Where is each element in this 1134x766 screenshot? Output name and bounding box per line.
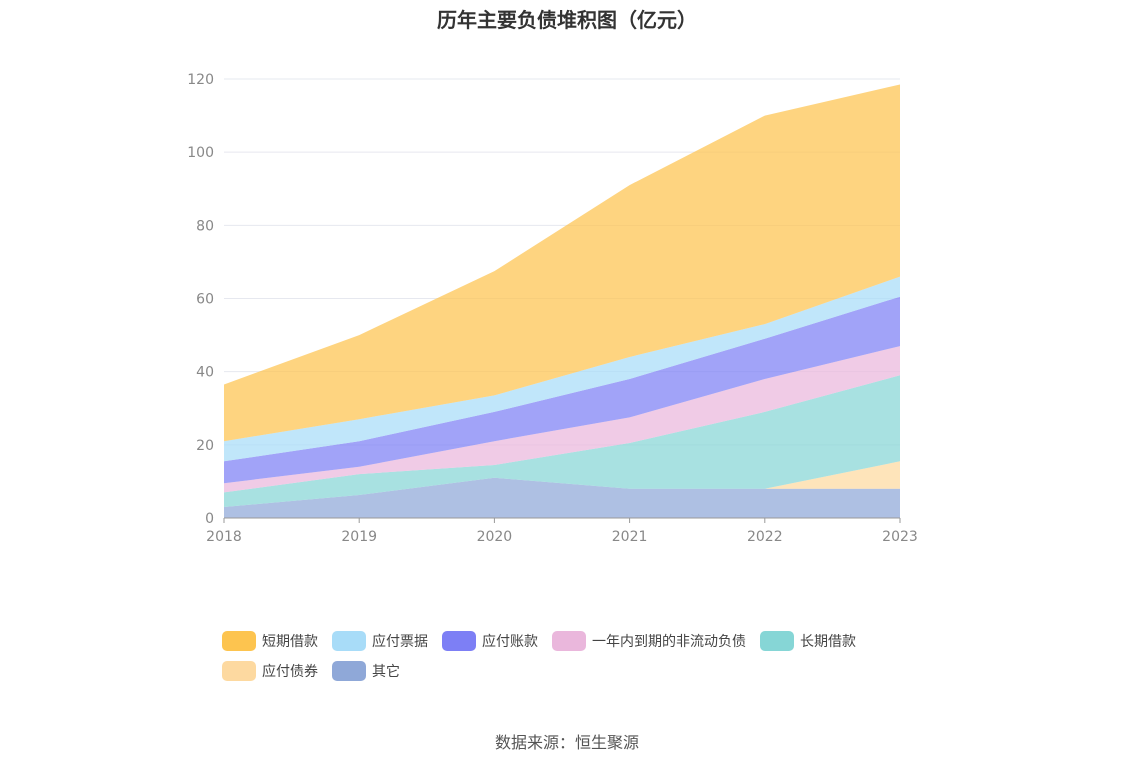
legend-item[interactable]: 应付账款	[442, 631, 538, 651]
area-应付账款	[224, 296, 900, 484]
x-tick-label: 2022	[747, 529, 783, 545]
legend-label: 一年内到期的非流动负债	[592, 634, 746, 650]
y-tick-label: 80	[196, 218, 214, 234]
stacked-area-chart: 0 20 40 60 80 100 120 2018 2019 2020 2021 2022 2023	[187, 72, 918, 545]
legend-label: 长期借款	[800, 634, 856, 650]
legend-label: 短期借款	[262, 634, 318, 650]
y-tick-label: 60	[196, 292, 214, 308]
legend-swatch	[222, 631, 256, 651]
legend-swatch	[332, 631, 366, 651]
x-tick-label: 2020	[477, 529, 513, 545]
x-tick-label: 2021	[612, 529, 648, 545]
x-tick-label: 2018	[206, 529, 242, 545]
area-应付票据	[224, 276, 900, 462]
area-长期借款	[224, 375, 900, 507]
legend-swatch	[332, 661, 366, 681]
legend-item[interactable]: 长期借款	[760, 631, 856, 651]
legend-item[interactable]: 一年内到期的非流动负债	[552, 631, 746, 651]
y-tick-label: 40	[196, 365, 214, 381]
legend-item[interactable]: 应付票据	[332, 631, 428, 651]
y-tick-label: 120	[187, 72, 214, 88]
legend: 短期借款 应付票据 应付账款 一年内到期的非流动负债 长期借款应付债券 其它	[222, 631, 942, 681]
legend-label: 应付债券	[262, 664, 318, 680]
chart-title: 历年主要负债堆积图（亿元）	[437, 8, 697, 32]
y-tick-label: 100	[187, 145, 214, 161]
legend-swatch	[552, 631, 586, 651]
legend-swatch	[442, 631, 476, 651]
y-tick-label: 20	[196, 438, 214, 454]
legend-label: 其它	[372, 664, 400, 680]
legend-swatch	[760, 631, 794, 651]
x-tick-label: 2019	[341, 529, 377, 545]
area-一年内到期的非流动负债	[224, 346, 900, 493]
area-series	[224, 84, 900, 518]
x-tick-label: 2023	[882, 529, 918, 545]
axes: 0 20 40 60 80 100 120 2018 2019 2020 2021 2022 2023	[187, 72, 918, 545]
area-其它	[224, 477, 900, 518]
legend-item[interactable]: 应付债券	[222, 661, 318, 681]
y-tick-label: 0	[205, 511, 214, 527]
legend-swatch	[222, 661, 256, 681]
legend-item[interactable]: 其它	[332, 661, 400, 681]
legend-item[interactable]: 短期借款	[222, 631, 318, 651]
data-source: 数据来源：恒生聚源	[494, 733, 639, 752]
legend-label: 应付票据	[372, 634, 428, 650]
area-短期借款	[224, 84, 900, 442]
legend-label: 应付账款	[482, 634, 538, 650]
